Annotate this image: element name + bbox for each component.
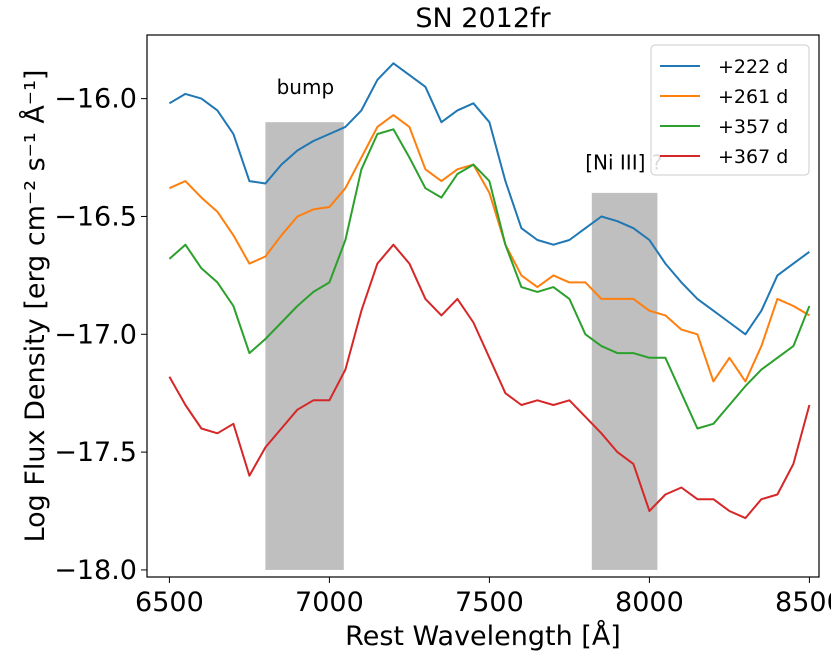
legend-label-1: +261 d — [718, 86, 788, 108]
y-tick-label-0: −16.0 — [54, 84, 137, 115]
y-tick-label-2: −17.0 — [54, 319, 137, 350]
x-tick-label-3: 8000 — [615, 587, 684, 618]
x-tick-label-1: 7000 — [295, 587, 364, 618]
chart-title: SN 2012fr — [415, 3, 551, 34]
plot-frame — [146, 34, 820, 578]
annotation-bump: bump — [277, 75, 335, 99]
y-tick-label-4: −18.0 — [54, 555, 137, 586]
x-axis-title: Rest Wavelength [Å] — [345, 620, 621, 652]
shaded-region-1 — [591, 192, 658, 570]
series-line-0 — [168, 62, 810, 336]
annotation-ni-iii: [Ni III] ? — [585, 150, 662, 174]
y-tick-label-1: −16.5 — [54, 201, 137, 232]
legend-label-3: +367 d — [718, 146, 788, 168]
x-tick-label-4: 8500 — [775, 587, 831, 618]
legend: +222 d +261 d +357 d +367 d — [650, 44, 810, 176]
legend-label-0: +222 d — [718, 56, 788, 78]
legend-box — [650, 44, 810, 176]
series-line-1 — [168, 114, 810, 383]
shaded-region-0 — [265, 122, 344, 570]
legend-label-2: +357 d — [718, 116, 788, 138]
x-tick-label-0: 6500 — [135, 587, 204, 618]
y-axis-title: Log Flux Density [erg cm⁻² s⁻¹ Å⁻¹] — [19, 70, 51, 543]
series-line-3 — [168, 243, 811, 520]
y-tick-label-3: −17.5 — [54, 437, 137, 468]
x-tick-label-2: 7500 — [455, 587, 524, 618]
series-line-2 — [168, 128, 811, 430]
